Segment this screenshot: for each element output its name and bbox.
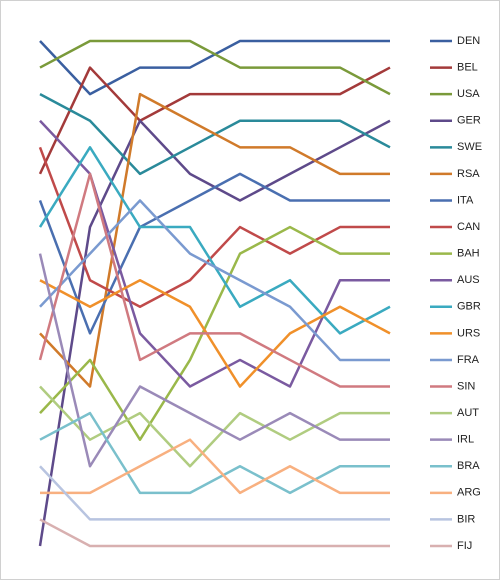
series-line — [38, 66, 391, 175]
series-line — [39, 518, 390, 548]
series-line — [39, 225, 390, 441]
legend-label: SIN — [457, 380, 475, 392]
legend-label: URS — [457, 327, 480, 339]
legend-label: GBR — [457, 301, 481, 313]
legend-label: ARG — [457, 487, 481, 499]
series-line — [39, 92, 390, 388]
legend-label: BAH — [457, 248, 480, 260]
series-line — [39, 385, 390, 468]
legend-label: AUT — [457, 407, 479, 419]
legend-label: RSA — [457, 168, 480, 180]
legend-label: AUS — [457, 274, 480, 286]
legend-label: GER — [457, 115, 481, 127]
legend-label: FIJ — [457, 540, 472, 552]
legend-label: BRA — [457, 460, 480, 472]
series-line — [38, 172, 390, 335]
legend-label: BEL — [457, 61, 478, 73]
legend-label: IRL — [457, 434, 474, 446]
series-line — [39, 39, 391, 96]
series-line — [38, 172, 390, 388]
legend-label: DEN — [457, 35, 480, 47]
legend-label: ITA — [457, 194, 474, 206]
series-line — [39, 465, 390, 521]
legend-label: BIR — [457, 513, 475, 525]
legend-label: FRA — [457, 354, 480, 366]
series-line — [39, 411, 390, 495]
series-line — [38, 146, 390, 309]
series-line — [38, 253, 390, 468]
legend-label: SWE — [457, 141, 482, 153]
series-line — [40, 438, 390, 495]
legend-label: USA — [457, 88, 480, 100]
series-line — [39, 278, 391, 388]
legend-label: CAN — [457, 221, 480, 233]
series-line — [39, 199, 390, 362]
